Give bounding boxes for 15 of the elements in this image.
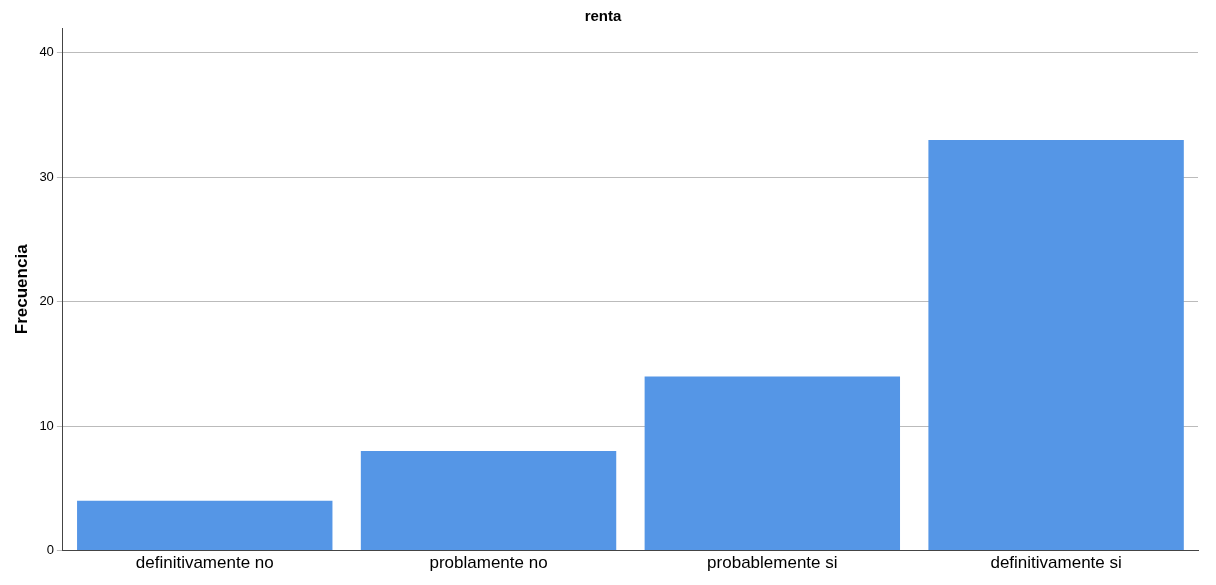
bar <box>928 139 1184 551</box>
bar <box>360 451 617 551</box>
x-tick-label: probablemente si <box>707 553 838 573</box>
y-axis-title: Frecuencia <box>11 243 31 335</box>
y-tick-label: 0 <box>46 542 54 558</box>
chart-title: renta <box>584 7 622 25</box>
y-tick-label: 40 <box>39 44 54 60</box>
y-tick-label: 30 <box>39 168 54 184</box>
x-tick-label: definitivamente no <box>135 553 274 573</box>
y-tick-label: 10 <box>39 417 54 433</box>
bar <box>644 376 901 551</box>
y-tick-label: 20 <box>39 293 54 309</box>
x-tick-label: problamente no <box>429 553 548 573</box>
bar <box>77 500 333 551</box>
x-tick-label: definitivamente si <box>990 553 1122 573</box>
